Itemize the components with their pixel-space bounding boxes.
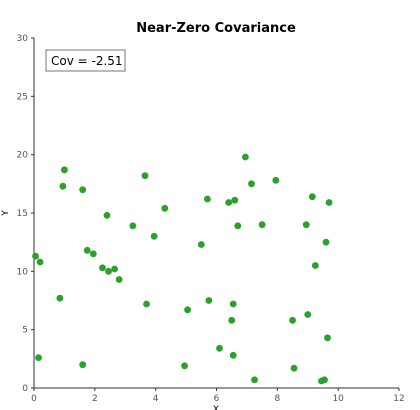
data-point <box>290 364 298 372</box>
annotation-box <box>45 49 126 72</box>
data-point <box>325 199 333 206</box>
y-tick-label: 30 <box>17 34 29 44</box>
x-tick-label: 8 <box>274 394 280 404</box>
data-point <box>105 267 112 275</box>
data-point <box>59 182 67 190</box>
data-point <box>89 250 97 258</box>
y-tick-label: 15 <box>17 209 28 219</box>
data-point <box>289 316 296 324</box>
y-tick-label: 25 <box>17 92 28 102</box>
x-tick-label: 6 <box>214 394 220 404</box>
data-point <box>321 376 328 384</box>
data-point <box>216 344 223 352</box>
annotation-text: Cov = -2.51 <box>51 54 123 68</box>
plot-area: 0 2 4 6 8 10 12 0 5 10 15 20 25 30 <box>17 34 405 404</box>
data-point <box>197 241 205 248</box>
y-ticks: 0 5 10 15 20 25 30 <box>17 34 34 394</box>
data-point <box>324 334 331 342</box>
data-point <box>141 172 149 180</box>
data-point <box>272 176 280 184</box>
data-point <box>115 276 123 283</box>
y-tick-label: 20 <box>17 151 29 161</box>
data-point <box>228 316 236 324</box>
data-point <box>234 222 242 230</box>
y-tick-label: 5 <box>22 326 28 336</box>
data-point <box>302 221 310 229</box>
data-point <box>229 351 237 359</box>
y-tick-label: 0 <box>22 384 28 394</box>
data-point <box>241 153 249 161</box>
data-point <box>225 199 233 206</box>
data-point <box>308 193 316 201</box>
data-point <box>258 221 266 229</box>
data-point <box>150 232 158 240</box>
data-point <box>304 311 312 318</box>
data-point <box>35 354 42 362</box>
data-point <box>36 258 44 266</box>
data-point <box>61 166 68 174</box>
x-axis-label: X <box>213 405 219 410</box>
data-point <box>32 252 39 260</box>
covariance-annotation: Cov = -2.51 <box>45 49 126 72</box>
x-tick-label: 12 <box>393 394 404 404</box>
x-tick-label: 0 <box>31 394 37 404</box>
data-point <box>322 238 330 246</box>
x-ticks: 0 2 4 6 8 10 12 <box>31 388 405 404</box>
data-point <box>311 262 319 269</box>
x-tick-label: 4 <box>153 394 159 404</box>
data-point <box>111 265 119 273</box>
data-point <box>143 300 150 308</box>
data-point <box>205 297 213 304</box>
data-point <box>181 362 188 370</box>
data-point <box>161 204 169 212</box>
x-tick-label: 10 <box>332 394 344 404</box>
data-point <box>184 306 192 314</box>
data-point <box>129 222 137 230</box>
data-point <box>248 180 255 188</box>
data-point <box>103 211 111 219</box>
data-point <box>231 196 239 204</box>
data-point <box>251 376 258 384</box>
data-point <box>203 195 211 203</box>
data-point <box>79 186 87 194</box>
y-axis-label: Y <box>1 210 11 217</box>
data-points <box>32 153 333 385</box>
chart-title: Near-Zero Covariance <box>136 21 296 36</box>
x-tick-label: 2 <box>92 394 98 404</box>
data-point <box>79 361 87 369</box>
y-tick-label: 10 <box>17 267 29 277</box>
data-point <box>56 294 64 302</box>
data-point <box>229 300 237 308</box>
data-point <box>83 246 91 254</box>
data-point <box>99 264 106 272</box>
